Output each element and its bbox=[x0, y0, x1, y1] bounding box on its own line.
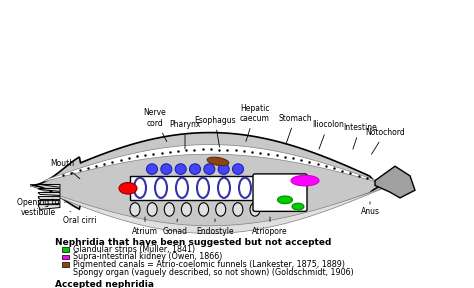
Ellipse shape bbox=[155, 178, 167, 198]
Ellipse shape bbox=[146, 164, 157, 174]
Text: Iliocolon: Iliocolon bbox=[312, 120, 344, 149]
Text: Atriopore: Atriopore bbox=[252, 217, 288, 236]
Ellipse shape bbox=[216, 203, 226, 216]
Text: Oral cirri: Oral cirri bbox=[63, 211, 97, 226]
Text: Stomach: Stomach bbox=[278, 114, 312, 144]
Text: Gonad: Gonad bbox=[163, 219, 188, 236]
Ellipse shape bbox=[176, 178, 188, 198]
Ellipse shape bbox=[119, 183, 137, 194]
Text: Mouth: Mouth bbox=[50, 159, 80, 179]
Text: Accepted nephridia: Accepted nephridia bbox=[55, 280, 154, 288]
Text: Pigmented canals = Atrio-coelomic funnels (Lankester, 1875, 1889): Pigmented canals = Atrio-coelomic funnel… bbox=[73, 260, 345, 269]
Ellipse shape bbox=[291, 175, 319, 186]
Ellipse shape bbox=[134, 178, 146, 198]
Ellipse shape bbox=[250, 203, 260, 216]
Text: Supra-intestinal kidney (Owen, 1866): Supra-intestinal kidney (Owen, 1866) bbox=[73, 253, 222, 262]
Ellipse shape bbox=[207, 157, 229, 166]
Polygon shape bbox=[38, 197, 60, 200]
Ellipse shape bbox=[175, 164, 186, 174]
Bar bbox=[62, 255, 69, 259]
Text: Intestine: Intestine bbox=[343, 123, 377, 149]
Text: Esophagus: Esophagus bbox=[194, 115, 236, 147]
Text: Spongy organ (vaguely described, so not shown) (Goldschmidt, 1906): Spongy organ (vaguely described, so not … bbox=[73, 268, 354, 277]
Ellipse shape bbox=[204, 164, 215, 174]
Polygon shape bbox=[38, 184, 60, 187]
Bar bbox=[130, 176, 255, 200]
Text: Atrium: Atrium bbox=[132, 217, 158, 236]
Polygon shape bbox=[30, 185, 390, 234]
Text: Pharynx: Pharynx bbox=[169, 120, 201, 149]
Text: Endostyle: Endostyle bbox=[196, 219, 234, 236]
Ellipse shape bbox=[182, 203, 191, 216]
Polygon shape bbox=[38, 201, 60, 204]
Text: Hepatic
caecum: Hepatic caecum bbox=[240, 104, 270, 141]
Ellipse shape bbox=[130, 203, 140, 216]
Text: Notochord: Notochord bbox=[365, 128, 405, 154]
Ellipse shape bbox=[233, 164, 244, 174]
Text: Anus: Anus bbox=[361, 202, 380, 216]
Ellipse shape bbox=[292, 203, 304, 210]
Polygon shape bbox=[38, 205, 60, 209]
Bar bbox=[62, 262, 69, 267]
Ellipse shape bbox=[218, 164, 229, 174]
Text: Glandular strips (Müller, 1841): Glandular strips (Müller, 1841) bbox=[73, 245, 195, 254]
Text: Nephridia that have been suggested but not accepted: Nephridia that have been suggested but n… bbox=[55, 238, 331, 247]
Text: Nerve
cord: Nerve cord bbox=[144, 109, 167, 142]
Ellipse shape bbox=[190, 164, 201, 174]
Polygon shape bbox=[375, 166, 415, 198]
Ellipse shape bbox=[239, 178, 251, 198]
Ellipse shape bbox=[197, 178, 209, 198]
Ellipse shape bbox=[147, 203, 157, 216]
FancyBboxPatch shape bbox=[253, 174, 307, 211]
Polygon shape bbox=[38, 188, 60, 192]
Ellipse shape bbox=[277, 196, 292, 204]
Polygon shape bbox=[38, 193, 60, 196]
Ellipse shape bbox=[233, 203, 243, 216]
Text: Opening to
vestibule: Opening to vestibule bbox=[17, 198, 65, 217]
Ellipse shape bbox=[199, 203, 209, 216]
Ellipse shape bbox=[164, 203, 174, 216]
Polygon shape bbox=[45, 145, 385, 184]
Ellipse shape bbox=[161, 164, 172, 174]
Polygon shape bbox=[30, 132, 390, 229]
Ellipse shape bbox=[218, 178, 230, 198]
Bar bbox=[62, 247, 69, 252]
